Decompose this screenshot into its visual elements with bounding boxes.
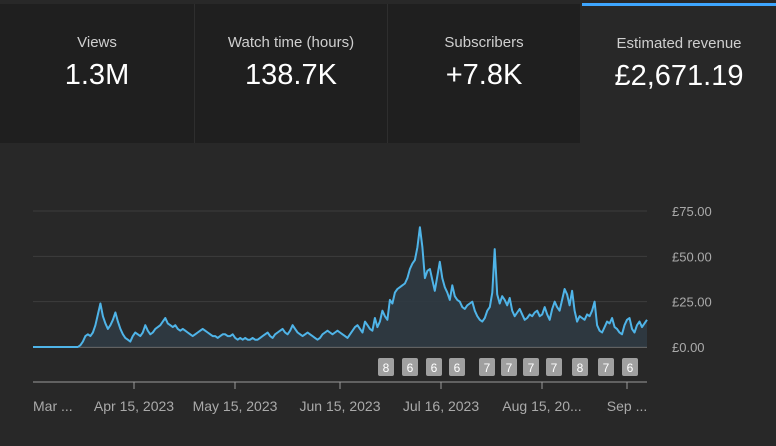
- metric-card-views[interactable]: Views 1.3M: [0, 4, 194, 143]
- y-tick-label: £25.00: [672, 295, 712, 310]
- x-tick-label: Apr 15, 2023: [94, 398, 174, 414]
- peak-badge-label: 8: [577, 361, 584, 375]
- peak-badge-label: 7: [551, 361, 558, 375]
- y-tick-label: £75.00: [672, 204, 712, 219]
- peak-badge: [546, 358, 562, 376]
- peak-badge-label: 6: [627, 361, 634, 375]
- metric-value-subscribers: +7.8K: [445, 59, 523, 91]
- metric-label-views: Views: [77, 34, 117, 51]
- series-area: [33, 227, 647, 347]
- peak-badge-label: 8: [383, 361, 390, 375]
- x-tick-label: Aug 15, 20...: [502, 398, 581, 414]
- peak-badge-label: 6: [454, 361, 461, 375]
- peak-badge: [479, 358, 495, 376]
- peak-badge-label: 6: [431, 361, 438, 375]
- x-tick-label: Jul 16, 2023: [403, 398, 479, 414]
- peak-badge-label: 7: [603, 361, 610, 375]
- metric-value-views: 1.3M: [64, 59, 130, 91]
- metric-value-estimated-revenue: £2,671.19: [614, 60, 744, 92]
- chart-panel: [0, 143, 776, 446]
- series-line: [33, 226, 648, 348]
- y-tick-label: £50.00: [672, 249, 712, 264]
- peak-badge-label: 7: [528, 361, 535, 375]
- peak-badge: [572, 358, 588, 376]
- peak-badge: [501, 358, 517, 376]
- peak-badge: [622, 358, 638, 376]
- x-tick-label: Mar ...: [33, 398, 73, 414]
- y-tick-label: £0.00: [672, 340, 705, 355]
- peak-badge: [402, 358, 418, 376]
- metric-tabs: Views 1.3M Watch time (hours) 138.7K Sub…: [0, 0, 776, 143]
- x-tick-label: Jun 15, 2023: [300, 398, 381, 414]
- peak-badge: [598, 358, 614, 376]
- metric-label-subscribers: Subscribers: [444, 34, 524, 51]
- x-tick-label: Sep ...: [607, 398, 647, 414]
- metric-label-estimated-revenue: Estimated revenue: [616, 35, 742, 52]
- metric-card-subscribers[interactable]: Subscribers +7.8K: [388, 4, 580, 143]
- metric-divider: [194, 4, 195, 143]
- metric-label-watch-time: Watch time (hours): [227, 34, 355, 51]
- metric-value-watch-time: 138.7K: [245, 59, 337, 91]
- x-tick-label: May 15, 2023: [193, 398, 278, 414]
- metric-card-estimated-revenue[interactable]: Estimated revenue £2,671.19: [582, 3, 776, 143]
- peak-badge: [449, 358, 465, 376]
- peak-badge-label: 7: [506, 361, 513, 375]
- peak-badge-label: 7: [484, 361, 491, 375]
- revenue-chart[interactable]: £75.00 £50.00 £25.00 £0.00 8 6 6 6 7 7 7 7 8 7 6 Mar ..…: [0, 143, 776, 446]
- peak-badge-label: 6: [407, 361, 414, 375]
- peak-badge: [523, 358, 539, 376]
- metric-divider: [387, 4, 388, 143]
- metric-card-watch-time[interactable]: Watch time (hours) 138.7K: [195, 4, 387, 143]
- peak-badge: [378, 358, 394, 376]
- peak-badge: [426, 358, 442, 376]
